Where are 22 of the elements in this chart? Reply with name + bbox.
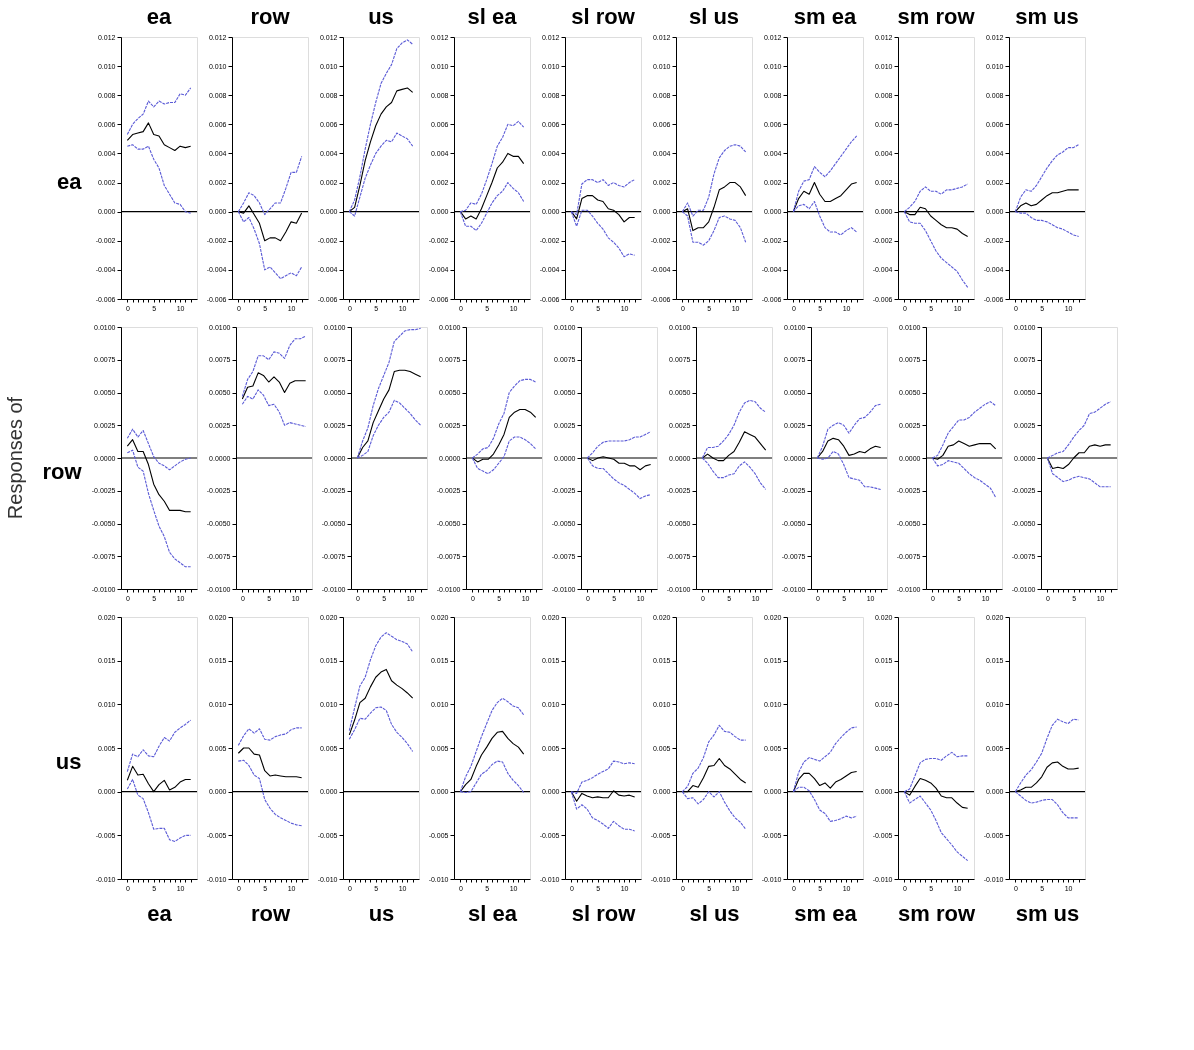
chart-title: us: [368, 4, 394, 29]
chart-title: sl us: [688, 4, 740, 29]
chart-title: sl row: [571, 4, 636, 29]
chart-title: ea: [146, 4, 172, 29]
x-axis-title: sl us: [689, 900, 740, 926]
x-axis-title: sl row: [571, 900, 637, 926]
x-axis-title: sm us: [1015, 900, 1080, 926]
x-axis-title: sl ea: [468, 900, 518, 926]
x-axis-title: row: [250, 900, 291, 926]
y-axis-title: ea: [57, 168, 83, 194]
chart-title: row: [250, 4, 291, 29]
x-axis-title: us: [368, 900, 395, 926]
x-axis-title: ea: [147, 900, 173, 926]
chart-title: sl ea: [467, 4, 518, 29]
y-axis-title: us: [55, 748, 82, 774]
x-axis-title: sm row: [897, 900, 976, 926]
text: Responses of: [4, 396, 26, 520]
y-axis-title: row: [42, 458, 83, 484]
chart-title: sm row: [897, 4, 976, 29]
x-axis-title: sm ea: [794, 900, 858, 926]
chart-title: sm us: [1015, 4, 1079, 29]
chart-title: sm ea: [793, 4, 857, 29]
